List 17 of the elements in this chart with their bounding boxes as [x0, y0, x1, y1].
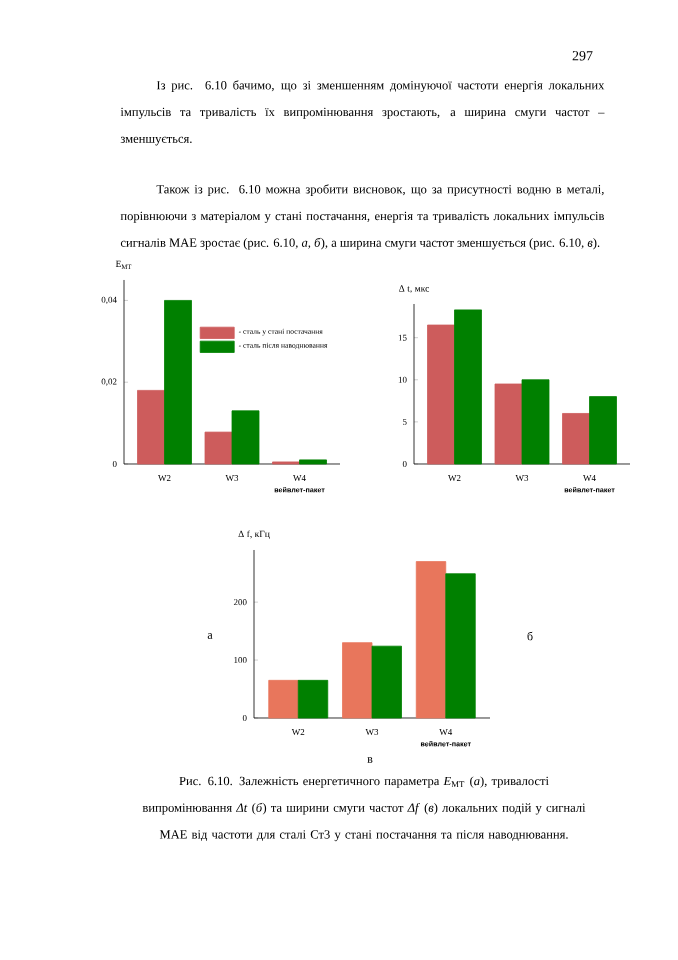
bar [494, 383, 523, 465]
bar [204, 431, 233, 465]
bar [427, 324, 455, 465]
bar [521, 379, 550, 465]
bar [371, 645, 402, 719]
bar [454, 309, 482, 465]
bar [164, 300, 192, 465]
bar [231, 410, 260, 465]
bar [415, 561, 447, 719]
bar [342, 642, 373, 719]
bar [297, 679, 329, 719]
bar [268, 679, 299, 719]
bar [299, 459, 327, 465]
bar [589, 396, 617, 465]
bar [137, 389, 165, 465]
bar [445, 573, 476, 719]
bar [562, 413, 590, 465]
